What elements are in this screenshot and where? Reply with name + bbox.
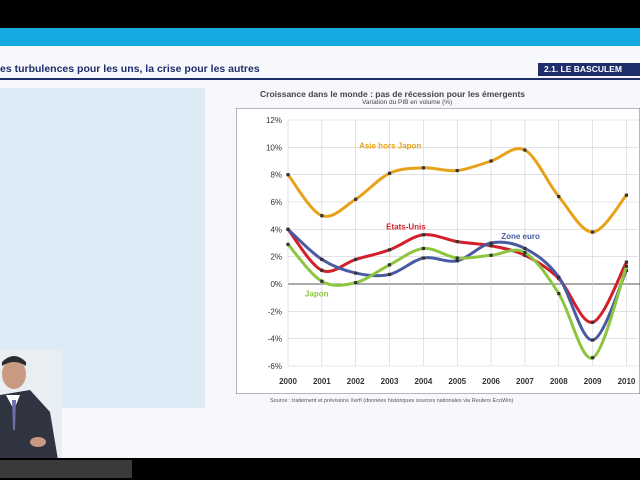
data-point xyxy=(354,271,358,275)
y-tick-label: 8% xyxy=(270,171,282,180)
x-tick-label: 2001 xyxy=(313,377,331,386)
data-point xyxy=(557,275,561,279)
x-tick-label: 2005 xyxy=(448,377,466,386)
data-point xyxy=(286,227,290,231)
y-tick-label: 6% xyxy=(270,198,282,207)
series-label: Asie hors Japon xyxy=(359,142,421,151)
data-point xyxy=(489,159,493,163)
data-point xyxy=(320,214,324,218)
data-point xyxy=(489,244,493,248)
title-divider xyxy=(0,78,640,80)
series-label: Zone euro xyxy=(501,232,540,241)
data-point xyxy=(387,272,392,277)
data-point xyxy=(591,320,595,324)
video-control-strip xyxy=(0,460,132,478)
y-tick-label: 12% xyxy=(266,116,282,125)
growth-line-chart: 12% 10% 8% 6% 4% 2% 0% -2% -4% -6% 2000 2001 2002 200… xyxy=(236,108,640,394)
y-tick-label: -6% xyxy=(268,362,282,371)
data-point xyxy=(387,263,392,267)
x-tick-label: 2008 xyxy=(550,377,568,386)
data-point xyxy=(286,173,290,177)
data-point xyxy=(320,279,324,283)
x-tick-label: 2002 xyxy=(347,377,365,386)
data-point xyxy=(421,246,425,251)
series-label: Etats-Unis xyxy=(386,222,426,231)
data-point xyxy=(455,240,459,244)
y-tick-label: -4% xyxy=(268,335,282,344)
x-tick-label: 2007 xyxy=(516,377,534,386)
data-point xyxy=(624,260,629,264)
data-point xyxy=(523,250,527,255)
x-tick-label: 2009 xyxy=(584,377,602,386)
y-tick-label: 4% xyxy=(270,225,282,234)
data-point xyxy=(455,259,459,263)
y-tick-label: 10% xyxy=(266,143,282,152)
x-tick-label: 2006 xyxy=(482,377,500,386)
series-line xyxy=(286,242,628,360)
data-point xyxy=(354,257,358,261)
data-point xyxy=(489,241,493,245)
section-badge: 2.1. LE BASCULEM xyxy=(538,63,640,76)
data-point xyxy=(455,168,459,173)
data-point xyxy=(320,268,324,272)
data-point xyxy=(387,248,392,252)
x-tick-label: 2003 xyxy=(381,377,399,386)
data-point xyxy=(421,233,425,237)
source-note: Source : traitement et prévisions Xerfi … xyxy=(270,398,514,404)
data-point xyxy=(489,253,493,257)
series-label: Japon xyxy=(305,289,329,298)
data-point xyxy=(421,256,425,260)
data-point xyxy=(624,264,629,268)
data-point xyxy=(591,356,595,360)
top-black-bar xyxy=(0,0,640,28)
x-tick-label: 2010 xyxy=(618,377,636,386)
series-line xyxy=(286,227,628,342)
data-point xyxy=(591,230,595,234)
slide-title: es turbulences pour les uns, la crise po… xyxy=(0,63,260,75)
data-point xyxy=(557,194,561,199)
y-tick-label: -2% xyxy=(268,307,282,316)
data-point xyxy=(354,281,358,285)
y-tick-label: 2% xyxy=(270,253,282,262)
chart-subtitle: Variation du PIB en volume (%) xyxy=(362,99,453,106)
chart-title: Croissance dans le monde : pas de récess… xyxy=(260,89,526,99)
data-point xyxy=(557,291,561,296)
data-point xyxy=(286,242,290,246)
header-band xyxy=(0,28,640,46)
data-point xyxy=(591,338,595,342)
data-point xyxy=(455,256,459,260)
y-tick-label: 0% xyxy=(270,280,282,289)
presenter-video xyxy=(0,350,62,460)
x-tick-label: 2004 xyxy=(414,377,432,386)
data-point xyxy=(320,257,324,261)
data-point xyxy=(624,193,629,197)
data-point xyxy=(523,148,527,152)
data-point xyxy=(387,171,392,175)
data-point xyxy=(421,166,425,170)
bottom-black-bar xyxy=(0,458,640,480)
data-point xyxy=(354,197,358,201)
data-point xyxy=(523,246,527,251)
x-tick-label: 2000 xyxy=(279,377,297,386)
data-point xyxy=(523,253,527,257)
